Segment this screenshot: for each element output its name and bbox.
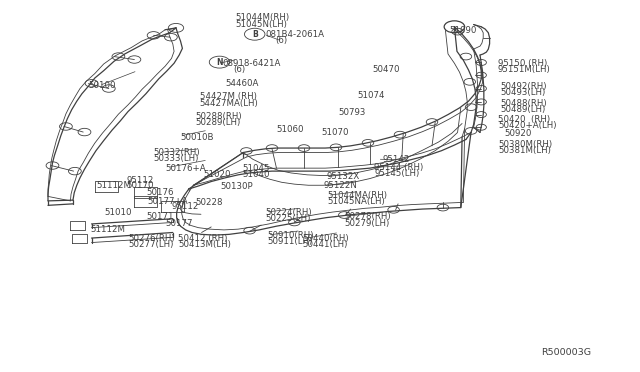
Text: 51044M(RH): 51044M(RH) (236, 13, 290, 22)
Text: 50170: 50170 (127, 182, 154, 190)
Text: 50470: 50470 (372, 65, 400, 74)
Text: 50177: 50177 (165, 219, 193, 228)
Text: (6): (6) (234, 65, 246, 74)
Text: 50171: 50171 (146, 212, 173, 221)
Text: 51044MA(RH): 51044MA(RH) (328, 191, 388, 200)
Text: 50130P: 50130P (221, 182, 253, 191)
Text: 50100: 50100 (88, 81, 116, 90)
Text: 50911(LH): 50911(LH) (268, 237, 313, 246)
Text: 50420+A(LH): 50420+A(LH) (498, 121, 556, 130)
Text: 50176+A: 50176+A (165, 164, 205, 173)
Text: 50441(LH): 50441(LH) (302, 240, 348, 249)
Text: 51112M: 51112M (96, 182, 131, 190)
Text: 50489(LH): 50489(LH) (500, 105, 546, 114)
Text: 54427MA(LH): 54427MA(LH) (200, 99, 259, 108)
Text: 95112: 95112 (127, 176, 154, 185)
Text: 51045: 51045 (242, 164, 269, 173)
Text: 95122N: 95122N (323, 182, 357, 190)
Text: 50279(LH): 50279(LH) (344, 219, 390, 228)
Text: 51090: 51090 (449, 26, 477, 35)
Text: 54427M (RH): 54427M (RH) (200, 92, 257, 101)
Text: B: B (252, 30, 257, 39)
Text: R500003G: R500003G (541, 348, 591, 357)
Text: 50332(RH): 50332(RH) (154, 148, 200, 157)
Text: (6): (6) (275, 36, 287, 45)
Text: 50920: 50920 (504, 129, 532, 138)
Text: 95145(LH): 95145(LH) (374, 169, 420, 178)
Text: 51070: 51070 (321, 128, 349, 137)
Text: 50289(LH): 50289(LH) (195, 118, 241, 127)
Text: 51045N(LH): 51045N(LH) (236, 20, 287, 29)
Text: 95112: 95112 (172, 202, 199, 211)
Text: 50277(LH): 50277(LH) (128, 240, 173, 249)
Text: 50493(LH): 50493(LH) (500, 88, 546, 97)
Text: 50420  (RH): 50420 (RH) (498, 115, 550, 124)
Text: 50177+A: 50177+A (147, 197, 188, 206)
Text: 50440(RH): 50440(RH) (302, 234, 349, 243)
Text: 51045NA(LH): 51045NA(LH) (328, 197, 385, 206)
Text: 50793: 50793 (338, 108, 365, 117)
Text: 50380M(RH): 50380M(RH) (498, 140, 552, 149)
Text: 51060: 51060 (276, 125, 304, 134)
Text: 08918-6421A: 08918-6421A (223, 59, 281, 68)
Text: 50010B: 50010B (180, 133, 214, 142)
Text: 50488(RH): 50488(RH) (500, 99, 547, 108)
Text: 50228: 50228 (195, 198, 223, 207)
Text: 51074: 51074 (357, 92, 385, 100)
Text: N: N (216, 58, 223, 67)
Text: 95150 (RH): 95150 (RH) (498, 60, 547, 68)
Text: 51010: 51010 (104, 208, 132, 217)
Text: 95132X: 95132X (326, 172, 360, 181)
Text: 50278(RH): 50278(RH) (344, 212, 391, 221)
Text: 50176: 50176 (146, 188, 173, 197)
Text: 50276(RH): 50276(RH) (128, 234, 175, 243)
Text: 081B4-2061A: 081B4-2061A (266, 30, 324, 39)
Text: 50225(LH): 50225(LH) (266, 214, 311, 223)
Text: 50224(RH): 50224(RH) (266, 208, 312, 217)
Text: 51020: 51020 (204, 170, 231, 179)
Text: 50333(LH): 50333(LH) (154, 154, 199, 163)
Text: 51040: 51040 (242, 170, 269, 179)
Text: 95151M(LH): 95151M(LH) (498, 65, 550, 74)
Text: 50412 (RH): 50412 (RH) (178, 234, 227, 243)
Text: 50492(RH): 50492(RH) (500, 82, 547, 91)
Text: 95142: 95142 (383, 155, 410, 164)
Text: 95144 (RH): 95144 (RH) (374, 163, 424, 172)
Text: 50381M(LH): 50381M(LH) (498, 146, 551, 155)
Text: 54460A: 54460A (225, 79, 259, 88)
Text: 51112M: 51112M (91, 225, 126, 234)
Text: 50413M(LH): 50413M(LH) (178, 240, 231, 249)
Text: 50288(RH): 50288(RH) (195, 112, 242, 121)
Text: 50910(RH): 50910(RH) (268, 231, 314, 240)
